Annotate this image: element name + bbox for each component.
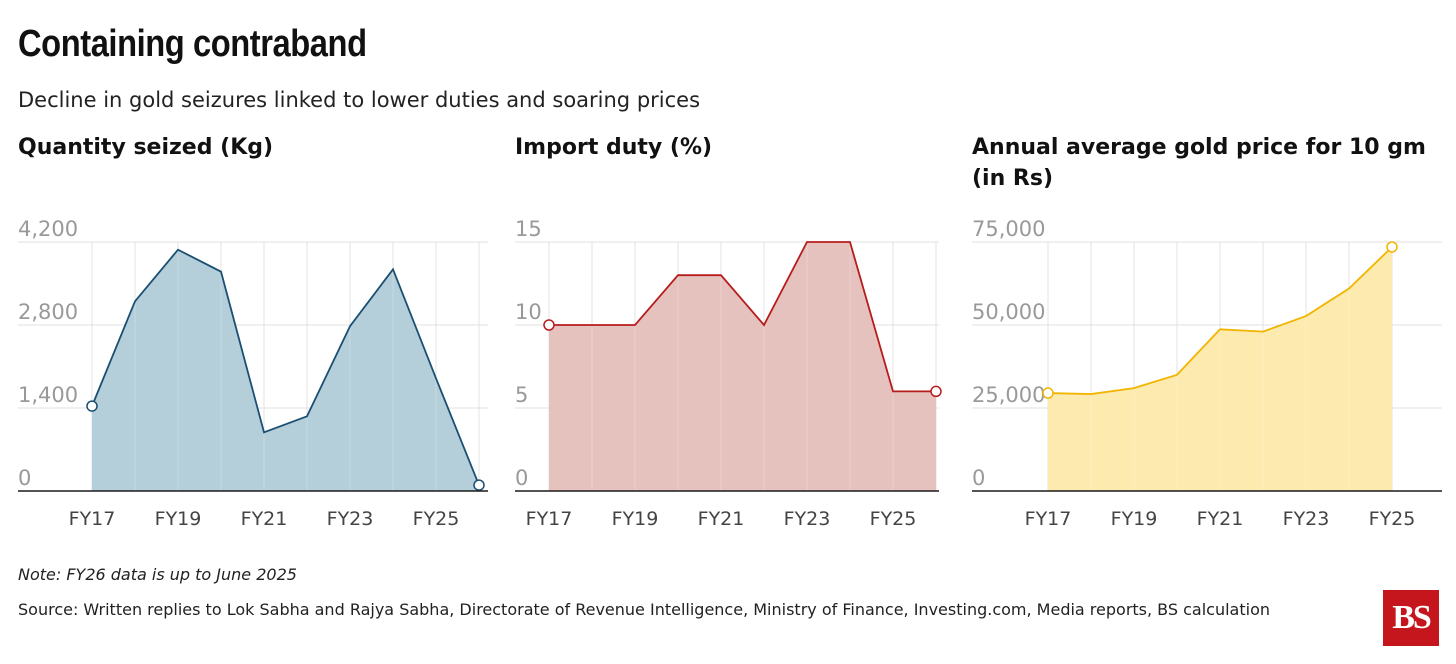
- x-tick-label: FY23: [784, 508, 831, 530]
- panel-title-import-duty: Import duty (%): [515, 135, 713, 160]
- x-tick-label: FY21: [241, 508, 288, 530]
- x-tick-label: FY25: [413, 508, 460, 530]
- y-tick-label: 50,000: [972, 300, 1045, 324]
- x-tick-label: FY19: [155, 508, 202, 530]
- series-line: [1047, 246, 1393, 395]
- x-tick-label: FY25: [1369, 508, 1416, 530]
- y-tick-label: 10: [515, 300, 542, 324]
- area-fill: [1048, 246, 1392, 491]
- y-tick-label: 0: [18, 466, 31, 490]
- series-line: [549, 241, 936, 393]
- panel-title-gold-price: Annual average gold price for 10 gm (in …: [972, 135, 1426, 191]
- y-tick-label: 4,200: [18, 217, 78, 241]
- endpoint-marker: [930, 385, 942, 398]
- area-fill: [549, 242, 936, 491]
- chart-import-duty: 0 5 10 15 FY17 FY19 FY21 FY23 FY25: [515, 217, 942, 530]
- footnote: Note: FY26 data is up to June 2025: [18, 565, 297, 584]
- x-tick-label: FY19: [612, 508, 659, 530]
- x-tick-label: FY21: [1197, 508, 1244, 530]
- chart-title: Containing contraband: [18, 23, 367, 65]
- endpoint-marker: [1386, 241, 1398, 253]
- bs-logo-text: BS: [1392, 599, 1432, 636]
- panel-title-quantity-seized: Quantity seized (Kg): [18, 135, 274, 160]
- x-tick-label: FY19: [1111, 508, 1158, 530]
- y-tick-label: 2,800: [18, 300, 78, 324]
- panel-import-duty: Import duty (%) 0 5 10 15 FY17 FY19 FY21 FY23 FY…: [515, 132, 985, 542]
- x-tick-label: FY23: [327, 508, 374, 530]
- x-tick-label: FY23: [1283, 508, 1330, 530]
- endpoint-marker: [86, 400, 98, 412]
- x-tick-label: FY21: [698, 508, 745, 530]
- y-tick-label: 75,000: [972, 217, 1045, 241]
- y-tick-label: 25,000: [972, 383, 1045, 407]
- panel-quantity-seized: Quantity seized (Kg) 0 1,400 2,800 4,200 FY1…: [18, 132, 488, 542]
- x-tick-label: FY17: [69, 508, 116, 530]
- x-tick-label: FY25: [870, 508, 917, 530]
- series-line: [91, 248, 480, 486]
- bs-logo: BS: [1383, 590, 1439, 646]
- chart-subtitle: Decline in gold seizures linked to lower…: [18, 88, 701, 112]
- endpoint-marker: [1042, 387, 1054, 399]
- panel-gold-price: Annual average gold price for 10 gm (in …: [972, 132, 1442, 542]
- y-tick-label: 15: [515, 217, 542, 241]
- y-tick-label: 0: [972, 466, 985, 490]
- x-tick-label: FY17: [526, 508, 573, 530]
- endpoint-marker: [543, 319, 555, 331]
- endpoint-marker: [473, 479, 485, 491]
- y-tick-label: 5: [515, 383, 528, 407]
- x-tick-label: FY17: [1025, 508, 1072, 530]
- area-fill: [92, 249, 479, 491]
- chart-gold-price: 0 25,000 50,000 75,000 FY17 FY19 FY21 FY23 FY25: [972, 217, 1442, 530]
- y-tick-label: 0: [515, 466, 528, 490]
- source-line: Source: Written replies to Lok Sabha and…: [18, 600, 1270, 619]
- chart-quantity-seized: 0 1,400 2,800 4,200 FY17 FY19 FY21 FY23 FY25: [18, 217, 488, 530]
- y-tick-label: 1,400: [18, 383, 78, 407]
